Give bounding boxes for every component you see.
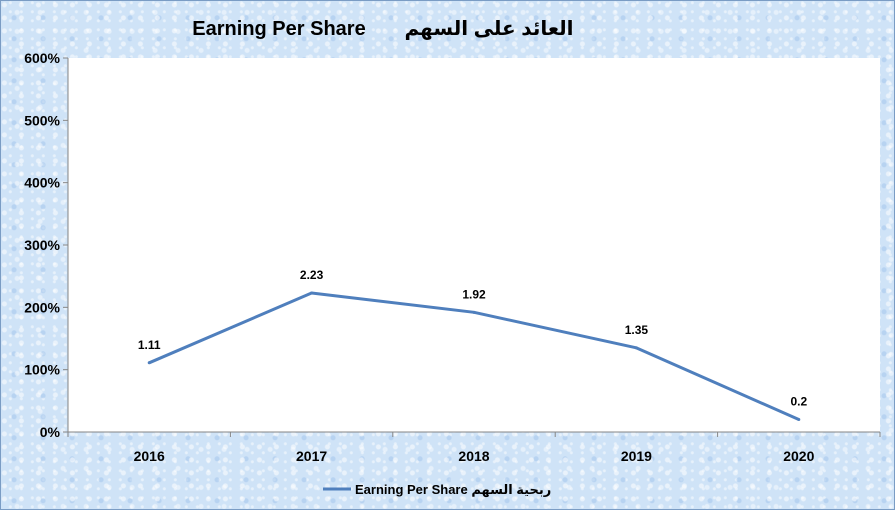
y-tick-label: 200% — [24, 299, 60, 315]
chart-title-arabic: العائد على السهم — [404, 18, 573, 40]
data-label: 0.2 — [790, 395, 807, 409]
data-label: 1.11 — [138, 338, 161, 352]
series-line-group: 1.11 2.23 1.92 1.35 0.2 — [138, 268, 807, 422]
legend-label: Earning Per Share ربحية السهم — [355, 482, 551, 497]
x-tick-label: 2016 — [134, 448, 165, 464]
legend: Earning Per Share ربحية السهم — [323, 482, 551, 497]
data-point — [147, 361, 151, 365]
data-point — [310, 291, 314, 295]
plot-area — [68, 58, 880, 432]
data-label: 2.23 — [300, 268, 324, 282]
y-tick-label: 300% — [24, 237, 60, 253]
x-tick-label: 2018 — [458, 448, 489, 464]
y-tick-label: 0% — [40, 424, 61, 440]
x-axis-ticks: 2016 2017 2018 2019 2020 — [67, 432, 881, 464]
y-tick-label: 500% — [24, 112, 60, 128]
x-tick-label: 2019 — [621, 448, 652, 464]
data-point — [797, 418, 801, 422]
y-tick-label: 100% — [24, 362, 60, 378]
x-tick-label: 2017 — [296, 448, 327, 464]
data-point — [472, 310, 476, 314]
chart-title: Earning Per Share — [192, 18, 365, 40]
data-label: 1.35 — [625, 323, 649, 337]
data-point — [634, 346, 638, 350]
data-label: 1.92 — [462, 287, 486, 301]
x-tick-label: 2020 — [783, 448, 814, 464]
y-tick-label: 400% — [24, 175, 60, 191]
y-axis-ticks: 0% 100% 200% 300% 400% 500% 600% — [24, 50, 68, 440]
y-tick-label: 600% — [24, 50, 60, 66]
